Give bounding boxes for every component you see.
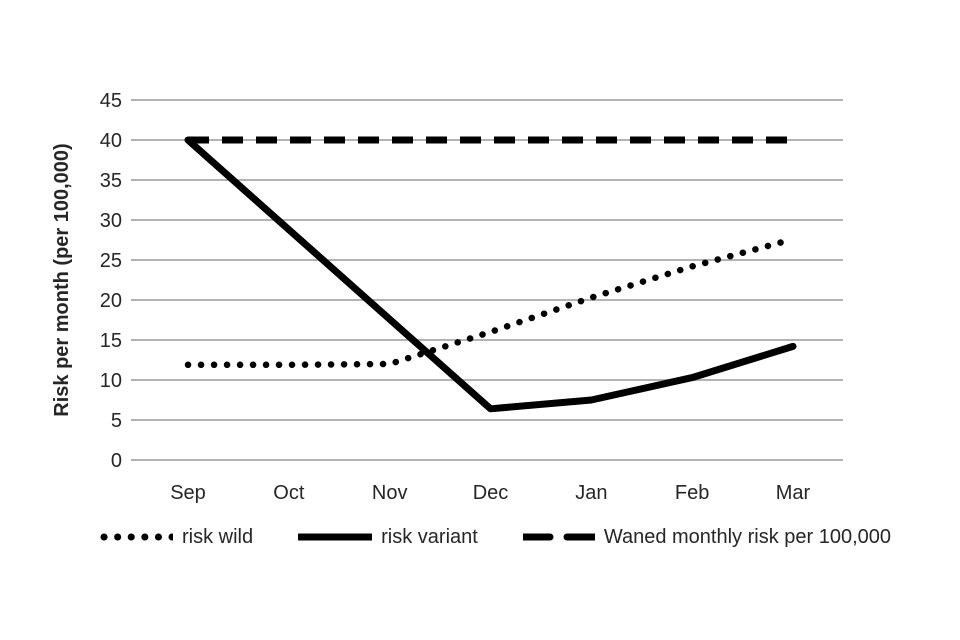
y-axis-tick-label: 20: [100, 290, 122, 312]
y-axis-tick-label: 5: [111, 410, 122, 432]
x-axis-label-sep: Sep: [170, 482, 206, 504]
chart-plot: 0 5 10 15 20 25 30 35 40 45 Sep Oct Nov Dec Jan Feb Mar R…: [51, 90, 843, 504]
x-axis-label-nov: Nov: [372, 482, 408, 504]
legend-item-waned-risk: Waned monthly risk per 100,000: [522, 526, 892, 548]
series-line-risk-variant: [184, 136, 797, 413]
solid-line-marker-icon: [298, 533, 373, 541]
x-axis-label-oct: Oct: [273, 482, 305, 504]
dashed-line-marker-icon: [522, 533, 595, 541]
legend-label-risk-variant: risk variant: [381, 526, 478, 548]
y-axis-tick-label: 40: [100, 130, 122, 152]
y-axis-tick-label: 0: [111, 450, 122, 472]
y-axis-tick-label: 30: [100, 210, 122, 232]
y-axis-tick-label: 35: [100, 170, 122, 192]
y-axis-tick-label: 15: [100, 330, 122, 352]
dotted-line-marker-icon: [100, 533, 173, 541]
y-axis-title: Risk per month (per 100,000): [51, 143, 73, 416]
y-axis-tick-label: 45: [100, 90, 122, 112]
x-axis-label-feb: Feb: [675, 482, 709, 504]
x-axis-label-jan: Jan: [575, 482, 607, 504]
legend-label-risk-wild: risk wild: [182, 526, 254, 548]
y-axis-tick-label: 10: [100, 370, 122, 392]
legend-label-waned-risk: Waned monthly risk per 100,000: [603, 526, 892, 548]
chart-legend: risk wild risk variant Waned monthly ris…: [0, 522, 960, 552]
x-axis-label-mar: Mar: [776, 482, 811, 504]
series-line-risk-wild: [184, 235, 797, 369]
legend-item-risk-variant: risk variant: [298, 527, 478, 547]
legend-item-risk-wild: risk wild: [99, 527, 253, 547]
x-axis-label-dec: Dec: [473, 482, 509, 504]
y-axis-tick-label: 25: [100, 250, 122, 272]
